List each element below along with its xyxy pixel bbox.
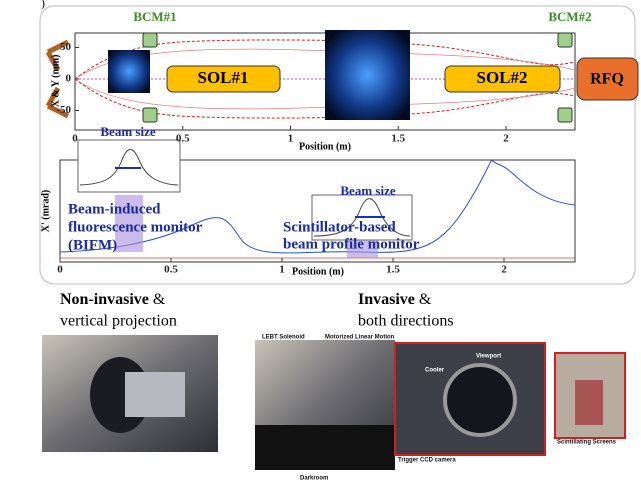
panel-subtitle: vertical projection bbox=[60, 313, 177, 330]
panel-title: Invasive & bbox=[358, 291, 432, 308]
x-tick-label: 2 bbox=[503, 133, 509, 145]
bcm-block bbox=[143, 108, 157, 122]
bifm-label: fluorescence monitor bbox=[68, 219, 203, 235]
scint-label: beam profile monitor bbox=[283, 236, 420, 252]
beam-size-label: Beam size bbox=[340, 183, 395, 198]
photo-detail bbox=[445, 365, 515, 435]
bifm-label: Beam-induced bbox=[68, 201, 161, 217]
y-axis-label: X' (mrad) bbox=[40, 190, 51, 233]
y-tick-label: 0 bbox=[66, 73, 72, 85]
x-tick-label: 1 bbox=[288, 133, 294, 145]
x-tick-label: 0 bbox=[72, 133, 78, 145]
beam-size-label: Beam size bbox=[100, 124, 155, 139]
x-tick-label: 1.5 bbox=[391, 133, 405, 145]
x-tick-label: 0.5 bbox=[164, 264, 178, 276]
x-axis-label: Position (m) bbox=[292, 266, 344, 277]
y-axis-label: X & Y (mm) bbox=[50, 55, 61, 108]
sol-label: SOL#2 bbox=[476, 68, 527, 87]
title-bold: Non-invasive bbox=[60, 291, 149, 308]
y-tick-label: -50 bbox=[56, 104, 71, 116]
callout: Cooler bbox=[425, 368, 445, 374]
x-tick-label: 1 bbox=[279, 264, 285, 276]
bifm-image bbox=[108, 50, 150, 93]
figure: ) SOL#1 SOL#2 RFQ BCM#1 BCM#2 X & Y (mm)… bbox=[0, 0, 641, 485]
scint-label: Scintillator-based bbox=[283, 219, 396, 235]
callout: Motorized Linear Motion bbox=[325, 335, 395, 341]
photo-detail bbox=[575, 380, 603, 425]
inset-plot bbox=[78, 140, 180, 192]
callout: Trigger bbox=[398, 458, 419, 464]
x-tick-label: 1.5 bbox=[386, 264, 400, 276]
x-axis-label: Position (m) bbox=[299, 141, 351, 152]
y-tick-label: 50 bbox=[60, 41, 72, 53]
rfq-label: RFQ bbox=[590, 71, 624, 88]
callout: Darkroom bbox=[300, 476, 328, 482]
panel-title: Non-invasive & bbox=[60, 291, 166, 308]
callout: CCD camera bbox=[420, 458, 456, 464]
callout: Scintillating Screens bbox=[557, 440, 617, 446]
bcm-block bbox=[558, 108, 572, 122]
bcm-block bbox=[558, 33, 572, 47]
scintillator-image bbox=[325, 30, 410, 120]
title-bold: Invasive bbox=[358, 291, 415, 308]
bcm-label: BCM#1 bbox=[133, 9, 176, 24]
x-tick-label: 0.5 bbox=[176, 133, 190, 145]
bcm-block bbox=[143, 33, 157, 47]
sol-label: SOL#1 bbox=[197, 68, 248, 87]
callout: Viewport bbox=[476, 354, 501, 360]
title-rest: & bbox=[415, 291, 432, 308]
callout: LEBT Solenoid bbox=[262, 335, 305, 341]
photo-detail bbox=[125, 372, 185, 417]
x-tick-label: 0 bbox=[57, 264, 63, 276]
bifm-label: (BIFM) bbox=[68, 237, 117, 253]
x-tick-label: 2 bbox=[501, 264, 507, 276]
title-rest: & bbox=[149, 291, 166, 308]
bcm-label: BCM#2 bbox=[548, 9, 591, 24]
figure-label: ) bbox=[41, 0, 45, 10]
photo-detail bbox=[255, 425, 395, 470]
panel-subtitle: both directions bbox=[358, 313, 454, 330]
